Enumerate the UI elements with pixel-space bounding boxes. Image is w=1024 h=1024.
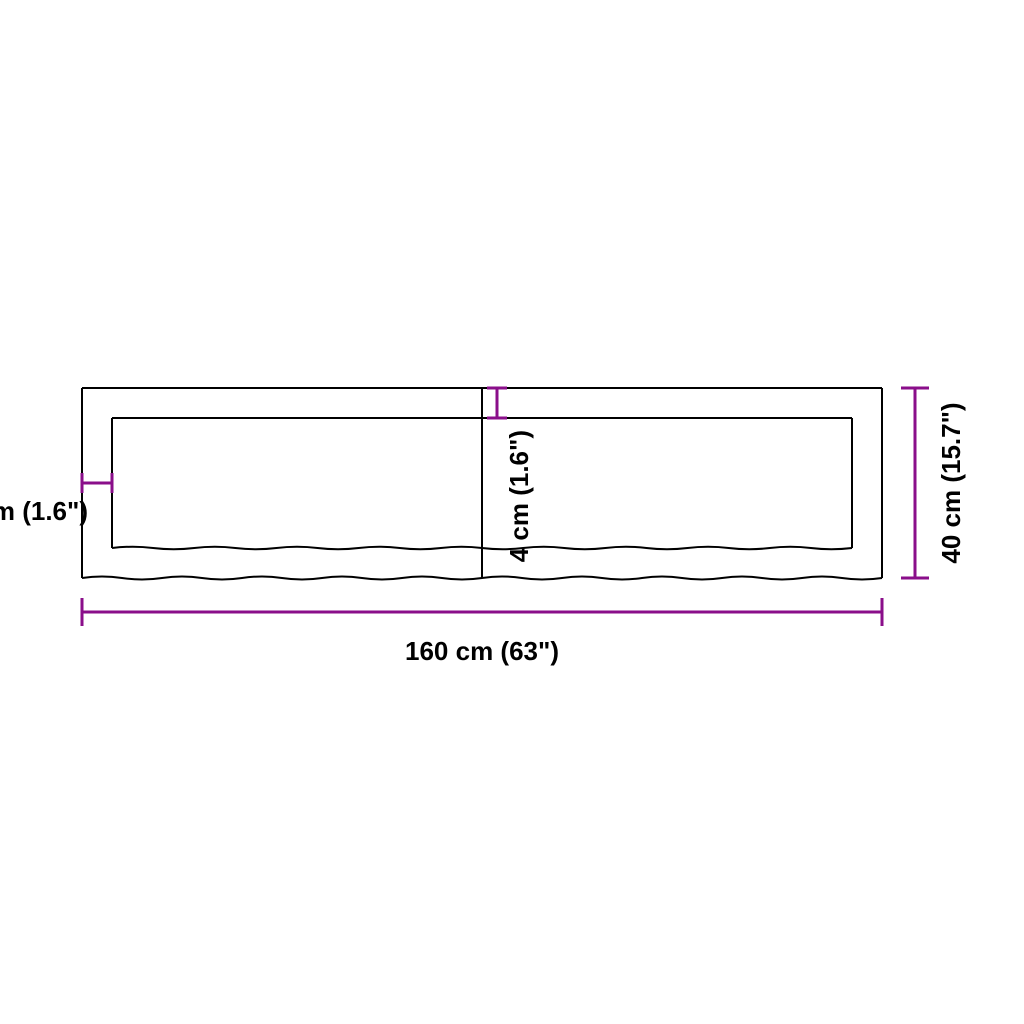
dimension-diagram: 160 cm (63") 40 cm (15.7") 4 cm (1.6") 4 cm… [0,0,1024,1024]
label-height: 40 cm (15.7") [936,402,966,563]
label-width: 160 cm (63") [405,636,559,666]
label-inset_center: 4 cm (1.6") [504,430,534,562]
label-inset_left: 4 cm (1.6") [0,496,88,526]
